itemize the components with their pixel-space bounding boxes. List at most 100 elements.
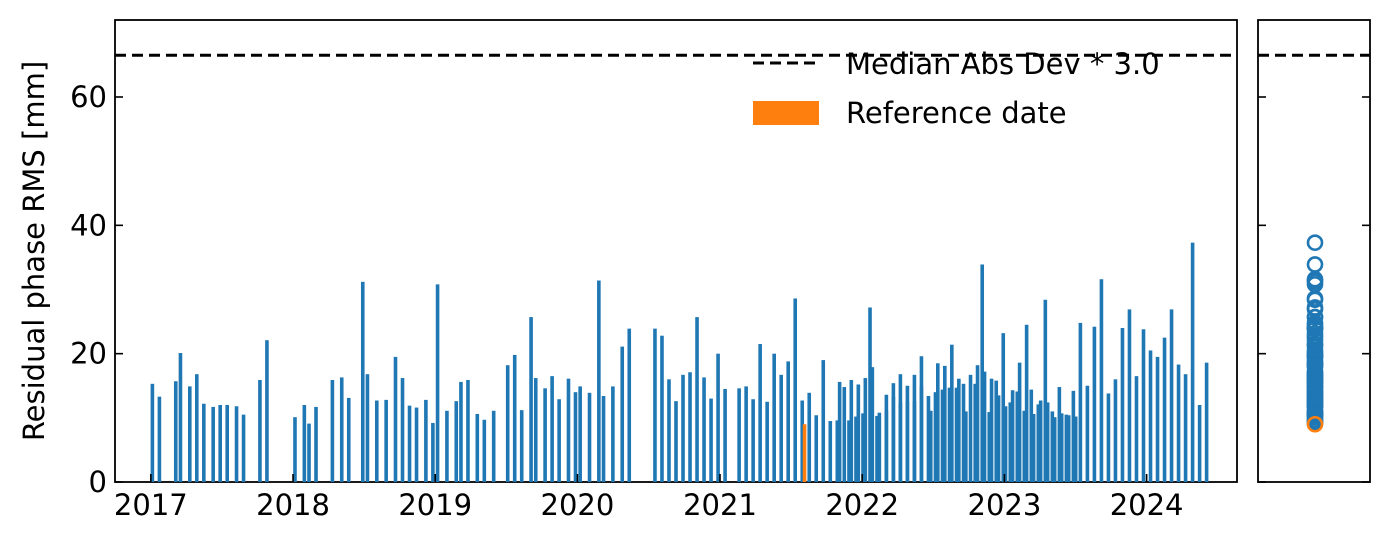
data-bar <box>1059 413 1064 482</box>
data-bar <box>653 328 657 482</box>
data-bar <box>919 386 924 482</box>
data-bar <box>1141 329 1146 482</box>
data-bar <box>597 280 601 482</box>
legend: Median Abs Dev * 3.0 Reference date <box>753 47 1160 130</box>
side-scatter-series <box>1306 234 1324 433</box>
data-bar <box>660 335 664 482</box>
data-bar <box>875 415 879 482</box>
data-bar <box>195 374 199 482</box>
data-bar <box>1022 410 1027 482</box>
data-bar <box>225 405 229 482</box>
data-bar <box>765 401 769 482</box>
scatter-point <box>1306 308 1324 326</box>
data-bar <box>339 377 344 482</box>
data-bar <box>964 411 968 482</box>
reference-bar <box>802 424 807 482</box>
data-bar <box>346 397 351 482</box>
data-bar <box>989 378 994 482</box>
data-bar <box>943 365 947 482</box>
side-plot-area <box>1257 19 1371 483</box>
data-bar <box>414 407 419 482</box>
data-bar <box>681 374 685 482</box>
x-tick-label: 2024 <box>1110 488 1184 522</box>
data-bar <box>1106 393 1111 482</box>
data-bar <box>847 420 851 482</box>
data-bar <box>905 401 910 482</box>
data-bar <box>1078 322 1083 482</box>
data-bar <box>1073 416 1078 482</box>
data-bar <box>933 392 938 482</box>
data-bar <box>980 264 985 482</box>
data-bar <box>828 421 833 482</box>
data-bar <box>1183 374 1188 482</box>
data-bar <box>835 420 840 482</box>
data-bar <box>265 340 269 482</box>
data-bar <box>702 377 706 482</box>
data-bar <box>1029 389 1034 482</box>
data-bar <box>1038 400 1043 482</box>
data-bar <box>1036 404 1041 482</box>
data-bar <box>1085 385 1090 482</box>
data-bar <box>400 378 405 482</box>
legend-reference-label: Reference date <box>846 96 1067 130</box>
data-bar <box>800 400 805 482</box>
data-bar <box>674 401 678 482</box>
data-bar <box>751 399 755 482</box>
y-axis-title: Residual phase RMS [mm] <box>17 61 51 441</box>
data-bar <box>566 378 571 482</box>
data-bar <box>601 396 606 482</box>
data-bar <box>744 386 748 482</box>
data-bar <box>393 356 398 483</box>
data-bar <box>688 372 692 482</box>
data-bar <box>459 381 463 482</box>
x-tick-label: 2020 <box>541 488 615 522</box>
reference-point <box>1306 415 1324 433</box>
data-bar <box>940 389 945 482</box>
data-bar <box>627 328 632 482</box>
data-bar <box>877 412 882 482</box>
data-bar <box>1001 333 1006 482</box>
data-bar <box>178 353 183 482</box>
data-bar <box>912 401 917 482</box>
data-bar <box>950 344 954 482</box>
data-bar <box>709 398 713 482</box>
data-bar <box>587 392 592 482</box>
x-tick-label: 2023 <box>968 488 1042 522</box>
data-bar <box>1043 299 1048 482</box>
data-bar <box>550 376 554 483</box>
data-bar <box>982 371 987 482</box>
x-tick-label: 2018 <box>256 488 330 522</box>
data-bar <box>466 379 470 482</box>
data-bar <box>188 386 192 482</box>
data-bar <box>1066 415 1071 482</box>
data-bar <box>926 396 931 482</box>
x-tick-label: 2019 <box>398 488 472 522</box>
data-bar <box>1162 337 1167 483</box>
data-bar <box>218 405 222 482</box>
data-bar <box>475 413 480 482</box>
data-bar <box>856 384 861 482</box>
y-tick-label: 60 <box>70 80 107 114</box>
data-bar <box>1127 309 1132 482</box>
data-bar <box>157 396 162 482</box>
data-bar <box>431 422 435 482</box>
data-bar <box>891 383 896 482</box>
data-bar <box>1148 350 1153 482</box>
data-bar <box>936 363 940 482</box>
data-bar <box>302 405 307 482</box>
data-bar <box>807 392 812 482</box>
data-bar <box>491 410 496 482</box>
data-bar <box>557 399 561 482</box>
data-bar <box>314 406 318 482</box>
data-bar <box>996 395 1001 483</box>
legend-threshold-label: Median Abs Dev * 3.0 <box>846 47 1160 81</box>
data-bar <box>1057 387 1062 482</box>
data-bar <box>505 365 510 482</box>
data-bar <box>1120 328 1125 482</box>
data-bar <box>1050 411 1055 482</box>
data-bar <box>241 414 246 483</box>
data-bar <box>258 379 262 482</box>
data-bar <box>620 346 625 482</box>
data-bar <box>435 284 440 482</box>
x-tick-label: 2022 <box>825 488 899 522</box>
